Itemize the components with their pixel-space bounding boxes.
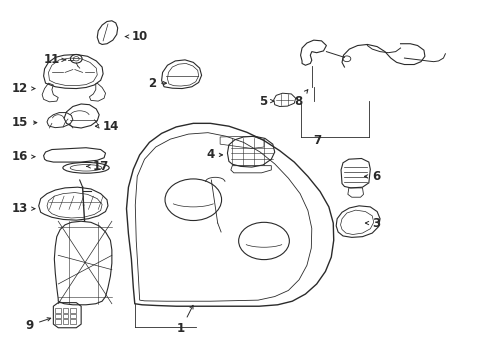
Text: 8: 8	[293, 90, 307, 108]
Text: 13: 13	[12, 202, 35, 215]
Text: 12: 12	[12, 82, 35, 95]
Text: 3: 3	[365, 216, 380, 230]
Text: 7: 7	[313, 134, 321, 147]
Text: 9: 9	[26, 318, 51, 332]
Text: 2: 2	[147, 77, 166, 90]
Text: 5: 5	[258, 95, 273, 108]
Text: 14: 14	[95, 120, 119, 133]
Text: 10: 10	[125, 30, 147, 43]
Text: 16: 16	[12, 150, 35, 163]
Text: 11: 11	[44, 53, 65, 66]
Text: 15: 15	[12, 116, 37, 129]
Text: 4: 4	[206, 148, 222, 161]
Text: 17: 17	[86, 160, 108, 173]
Text: 6: 6	[364, 170, 380, 183]
Text: 1: 1	[177, 305, 193, 335]
